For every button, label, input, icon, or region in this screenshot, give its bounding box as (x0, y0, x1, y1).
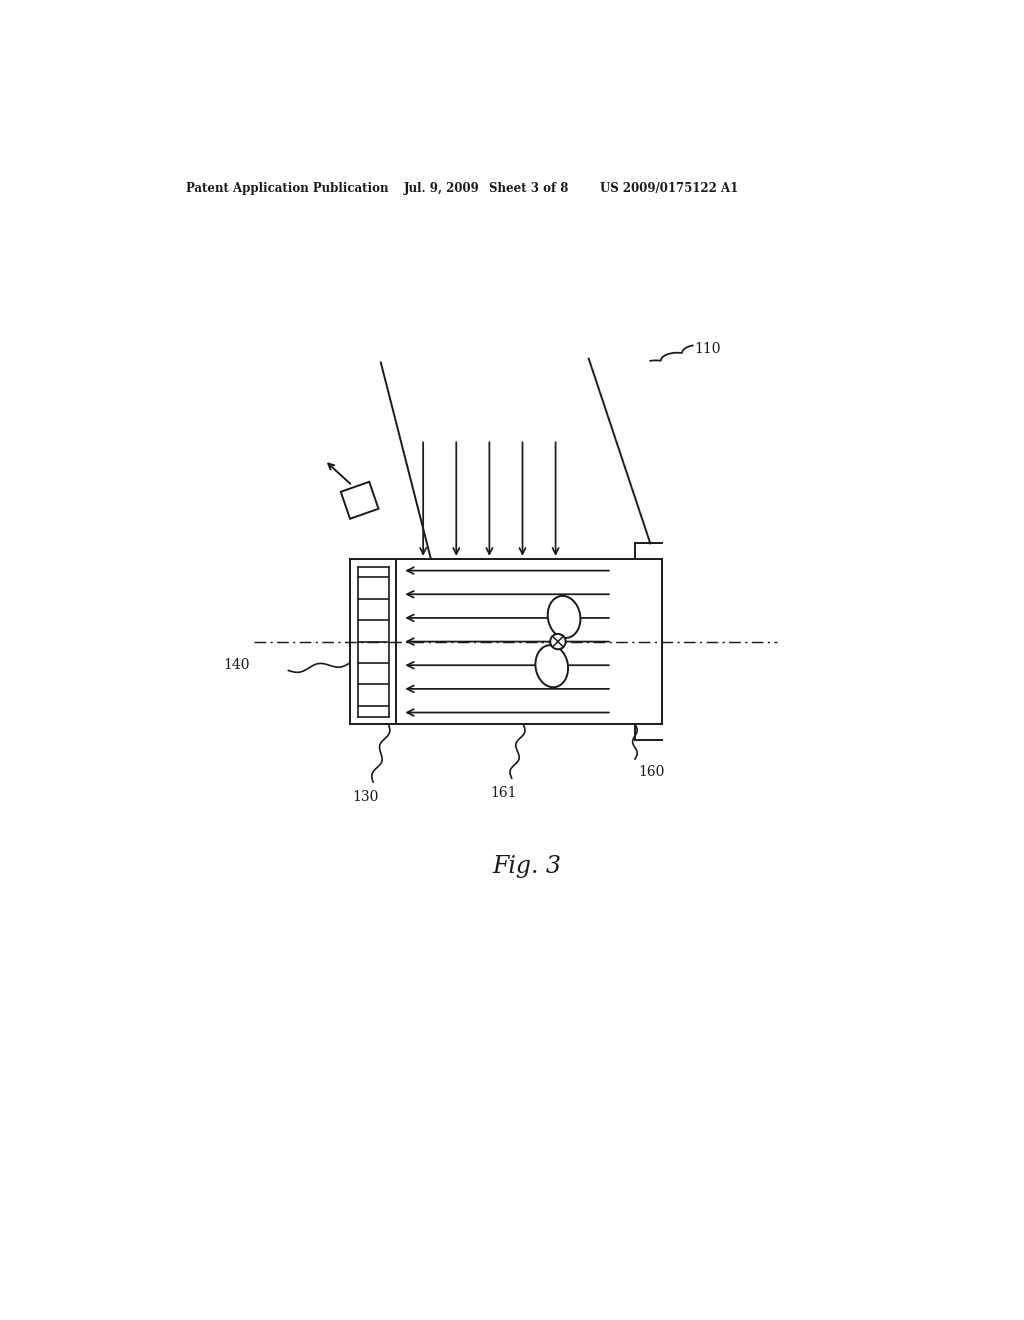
Text: 161: 161 (490, 785, 517, 800)
Text: Jul. 9, 2009: Jul. 9, 2009 (403, 182, 479, 194)
Text: Sheet 3 of 8: Sheet 3 of 8 (488, 182, 568, 194)
Ellipse shape (536, 645, 568, 688)
Text: 160: 160 (639, 766, 666, 779)
Text: US 2009/0175122 A1: US 2009/0175122 A1 (600, 182, 738, 194)
Text: 140: 140 (223, 659, 250, 672)
Text: Fig. 3: Fig. 3 (493, 855, 561, 878)
Text: Patent Application Publication: Patent Application Publication (186, 182, 388, 194)
Ellipse shape (548, 595, 581, 638)
Circle shape (550, 634, 565, 649)
Text: 110: 110 (694, 342, 721, 356)
Text: 130: 130 (352, 789, 379, 804)
Polygon shape (341, 482, 379, 519)
